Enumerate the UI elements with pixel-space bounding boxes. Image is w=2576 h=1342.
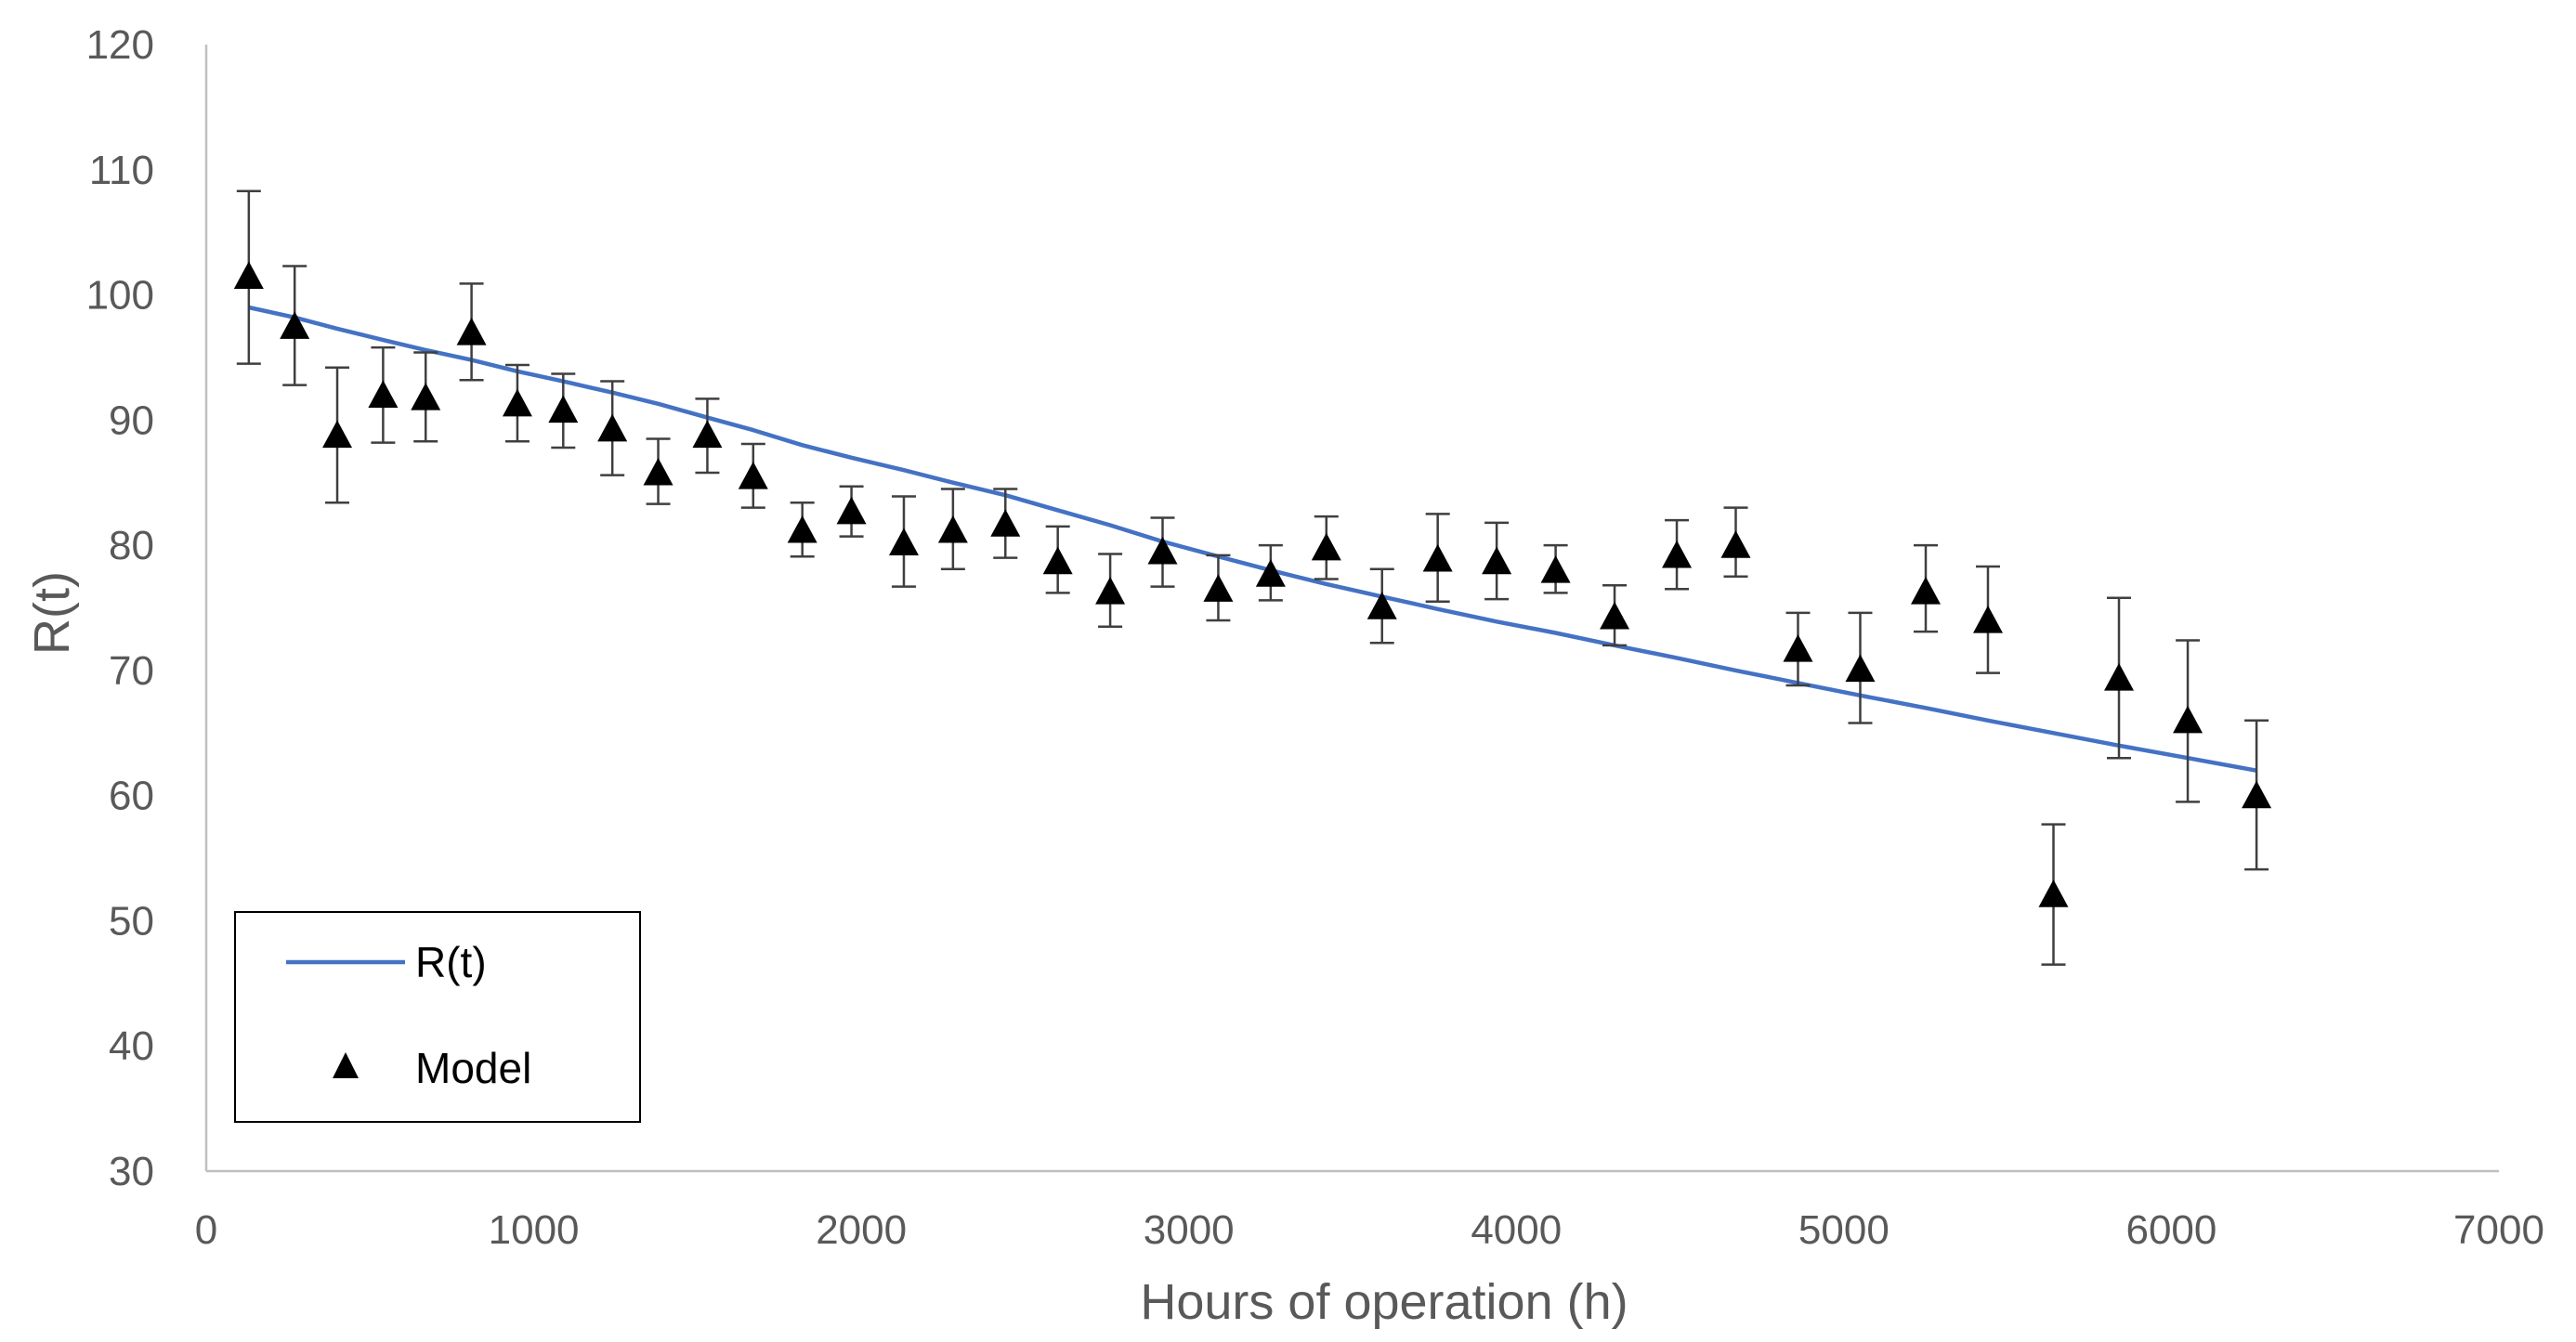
y-tick-label: 100 [86, 273, 154, 319]
x-tick-label: 6000 [2125, 1207, 2216, 1253]
y-tick-label: 30 [109, 1149, 154, 1194]
x-tick-label: 4000 [1471, 1207, 1562, 1253]
line-layer [248, 305, 2257, 773]
y-axis-title: R(t) [24, 571, 80, 655]
legend-label-rt: R(t) [415, 938, 487, 986]
model-point [368, 380, 399, 408]
legend: R(t) Model [234, 911, 641, 1123]
model-point [2038, 879, 2069, 907]
model-point [2242, 780, 2272, 809]
errorbar-layer [236, 189, 2269, 966]
x-tick-label: 7000 [2453, 1207, 2544, 1253]
model-point [787, 515, 817, 543]
model-point [1783, 633, 1813, 662]
model-point [1845, 654, 1876, 683]
model-point [836, 496, 867, 525]
model-point [990, 509, 1021, 537]
marker-layer [233, 261, 2272, 907]
model-point [597, 413, 628, 442]
model-point [2173, 705, 2203, 734]
model-point [888, 528, 919, 556]
series-line-rt [248, 305, 2257, 773]
y-tick-label: 110 [89, 148, 154, 193]
model-point [322, 420, 353, 449]
x-axis-title: Hours of operation (h) [1140, 1274, 1628, 1330]
y-tick-label: 60 [109, 774, 154, 819]
model-point [1095, 576, 1126, 605]
legend-marker-swatch [333, 1052, 359, 1078]
x-tick-label: 2000 [816, 1207, 907, 1253]
model-point [1600, 601, 1630, 630]
model-point [1042, 546, 1073, 575]
ticks-layer: 30 40 50 60 70 80 90 100 110 120 0 1000 2000 3000 4000… [86, 22, 2544, 1253]
model-point [1482, 546, 1512, 575]
y-tick-label: 90 [109, 397, 154, 443]
model-point [456, 317, 487, 345]
model-point [548, 395, 579, 423]
model-point [1540, 555, 1571, 583]
model-point [1255, 559, 1286, 587]
model-point [2104, 662, 2135, 691]
model-point [937, 515, 968, 543]
model-point [1203, 574, 1234, 602]
model-point [738, 461, 768, 489]
model-point [692, 420, 723, 449]
model-point [1662, 540, 1693, 568]
x-tick-label: 1000 [489, 1207, 580, 1253]
axes-layer [204, 45, 2499, 1173]
model-point [1911, 576, 1941, 605]
y-tick-label: 120 [86, 22, 154, 68]
y-tick-label: 40 [109, 1023, 154, 1069]
model-point [1972, 605, 2003, 633]
model-point [280, 311, 310, 339]
x-tick-label: 3000 [1144, 1207, 1235, 1253]
model-point [1366, 592, 1397, 619]
x-tick-label: 5000 [1798, 1207, 1890, 1253]
model-point [1720, 530, 1751, 558]
model-point [1422, 543, 1453, 572]
model-point [643, 457, 673, 486]
model-point [411, 383, 441, 410]
legend-box [234, 911, 641, 1123]
x-tick-label: 0 [195, 1207, 217, 1253]
y-tick-label: 50 [109, 898, 154, 944]
legend-label-model: Model [415, 1044, 531, 1092]
y-tick-label: 70 [109, 648, 154, 694]
y-tick-label: 80 [109, 523, 154, 568]
model-point [1311, 532, 1341, 561]
model-point [233, 261, 264, 289]
model-point [1147, 536, 1178, 565]
model-point [502, 388, 532, 417]
